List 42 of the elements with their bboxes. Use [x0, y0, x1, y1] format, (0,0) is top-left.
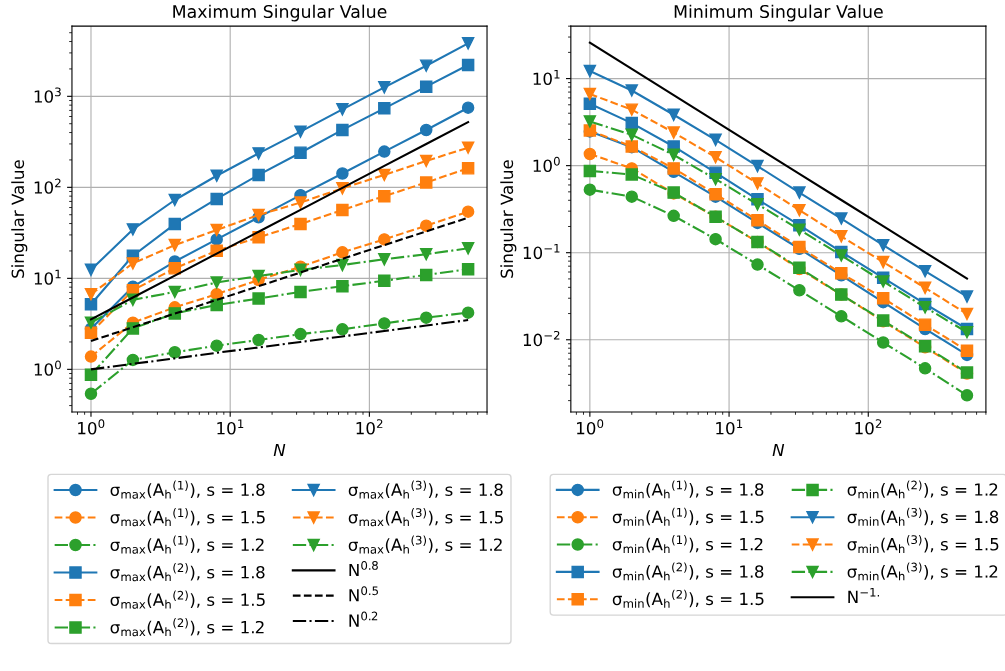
- legend-label: σ$_{max}$(A$_{h}$$^{(1)}$), s = 1.8: [110, 480, 265, 499]
- y-tick-label: 10$^{−2}$: [523, 330, 560, 347]
- chart-title: Minimum Singular Value: [674, 4, 883, 22]
- y-tick-label: 10$^{0}$: [533, 156, 560, 173]
- legend-label: N$^{−1.}$: [848, 588, 879, 603]
- y-tick-label: 10$^{0}$: [34, 360, 61, 376]
- chart-title: Maximum Singular Value: [173, 4, 387, 22]
- legend-label: σ$_{max}$(A$_{h}$$^{(1)}$), s = 1.5: [110, 508, 265, 527]
- y-tick-label: 10$^{2}$: [34, 178, 61, 194]
- legend-label: σ$_{max}$(A$_{h}$$^{(3)}$), s = 1.8: [348, 480, 503, 499]
- y-tick-label: 10$^{1}$: [34, 269, 61, 285]
- legend-label: σ$_{min}$(A$_{h}$$^{(3)}$), s = 1.8: [847, 507, 999, 526]
- x-tick-label: 10$^{0}$: [78, 419, 105, 435]
- legend-label: σ$_{max}$(A$_{h}$$^{(2)}$), s = 1.8: [110, 563, 265, 582]
- legend-label: σ$_{min}$(A$_{h}$$^{(3)}$), s = 1.5: [847, 535, 999, 554]
- y-axis-title: Singular Value: [500, 160, 517, 278]
- legend-label: σ$_{min}$(A$_{h}$$^{(2)}$), s = 1.8: [612, 562, 764, 581]
- x-axis-title: N: [273, 443, 286, 457]
- legend-label: σ$_{min}$(A$_{h}$$^{(2)}$), s = 1.5: [612, 589, 764, 608]
- legend-label: σ$_{min}$(A$_{h}$$^{(1)}$), s = 1.2: [612, 535, 763, 554]
- x-axis-title: N: [772, 443, 785, 457]
- legend-label: σ$_{max}$(A$_{h}$$^{(1)}$), s = 1.2: [110, 535, 264, 554]
- x-tick-label: 10$^{2}$: [356, 419, 383, 435]
- legend-label: σ$_{max}$(A$_{h}$$^{(2)}$), s = 1.5: [110, 590, 265, 609]
- legend-label: N$^{0.5}$: [349, 586, 378, 602]
- legend-label: σ$_{min}$(A$_{h}$$^{(1)}$), s = 1.8: [612, 480, 764, 499]
- y-tick-label: 10$^{3}$: [34, 87, 61, 103]
- legend-label: σ$_{min}$(A$_{h}$$^{(3)}$), s = 1.2: [847, 562, 998, 581]
- legend-label: σ$_{max}$(A$_{h}$$^{(2)}$), s = 1.2: [110, 618, 264, 637]
- legend-label: N$^{0.8}$: [349, 561, 378, 577]
- x-tick-label: 10$^{1}$: [716, 419, 743, 435]
- y-tick-label: 10$^{−1}$: [523, 244, 560, 260]
- y-axis-title: Singular Value: [11, 160, 28, 278]
- x-tick-label: 10$^{0}$: [577, 419, 604, 435]
- legend-label: σ$_{max}$(A$_{h}$$^{(3)}$), s = 1.5: [348, 508, 503, 527]
- legend-label: σ$_{min}$(A$_{h}$$^{(2)}$), s = 1.2: [847, 480, 998, 499]
- x-tick-label: 10$^{1}$: [217, 419, 244, 435]
- legend-label: σ$_{max}$(A$_{h}$$^{(3)}$), s = 1.2: [348, 535, 502, 554]
- legend-label: σ$_{min}$(A$_{h}$$^{(1)}$), s = 1.5: [612, 507, 764, 526]
- x-tick-label: 10$^{2}$: [855, 419, 882, 435]
- y-tick-label: 10$^{1}$: [533, 69, 560, 86]
- legend-label: N$^{0.2}$: [349, 611, 378, 627]
